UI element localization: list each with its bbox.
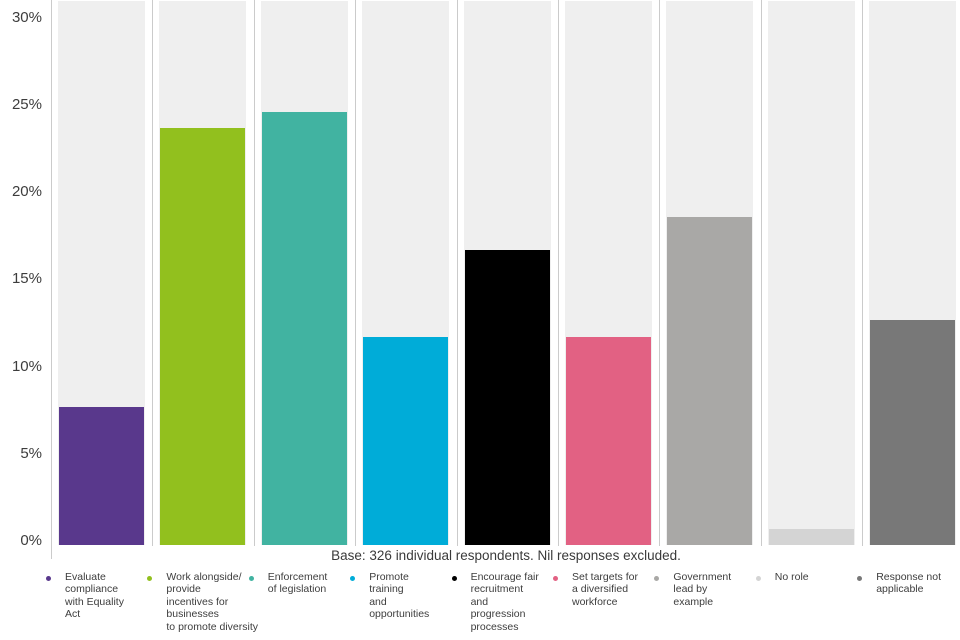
column-separator-line (760, 0, 762, 546)
base-note: Base: 326 individual respondents. Nil re… (331, 548, 681, 563)
bar-9 (870, 320, 956, 545)
legend-dot-icon (46, 576, 51, 581)
legend-label: Encourage fair recruitment and progressi… (470, 571, 539, 633)
legend-dot-icon (248, 576, 254, 581)
legend-dot-icon (350, 576, 356, 581)
legend-dot-icon (857, 576, 863, 581)
legend-dot-icon (654, 576, 660, 581)
column-separator-line (152, 0, 154, 546)
legend-label: Evaluate compliance with Equality Act (65, 571, 124, 621)
y-axis-tick-label: 0% (20, 532, 42, 549)
y-axis-tick-label: 20% (11, 183, 42, 200)
bar-2 (160, 128, 246, 545)
bar-8 (768, 529, 854, 545)
legend-dot-icon (451, 576, 457, 581)
y-axis-tick-label: 30% (11, 9, 42, 26)
column-separator-line (456, 0, 458, 546)
legend-label: Promote training and opportunities (369, 571, 430, 621)
bar-5 (464, 250, 550, 545)
legend: Evaluate compliance with Equality Act Wor… (44, 571, 960, 640)
bar-track (767, 1, 855, 545)
legend-label: No role (774, 571, 809, 583)
column-separator-line (659, 0, 661, 546)
bar-4 (363, 337, 449, 545)
legend-label: Enforcement of legislation (267, 571, 328, 596)
y-axis-tick-label: 5% (20, 445, 42, 462)
column-separator-line (51, 0, 52, 559)
column-separator-line (862, 0, 864, 546)
column-separator-line (253, 0, 255, 546)
legend-dot-icon (553, 576, 558, 581)
column-separator-line (558, 0, 559, 546)
bar-1 (59, 407, 144, 545)
legend-label: Response not applicable (876, 571, 941, 596)
legend-label: Set targets for a diversified workforce (572, 571, 638, 608)
legend-label: Government lead by example (673, 571, 732, 608)
legend-dot-icon (755, 576, 761, 581)
bar-3 (261, 112, 347, 545)
legend-label: Work alongside/ provide incentives for b… (166, 571, 259, 633)
y-axis-tick-label: 10% (11, 358, 42, 375)
column-separator-line (355, 0, 357, 546)
y-axis-tick-label: 25% (11, 96, 42, 113)
legend-dot-icon (147, 576, 153, 581)
bar-6 (566, 337, 651, 545)
y-axis-tick-label: 15% (11, 270, 42, 287)
bar-7 (667, 217, 753, 545)
